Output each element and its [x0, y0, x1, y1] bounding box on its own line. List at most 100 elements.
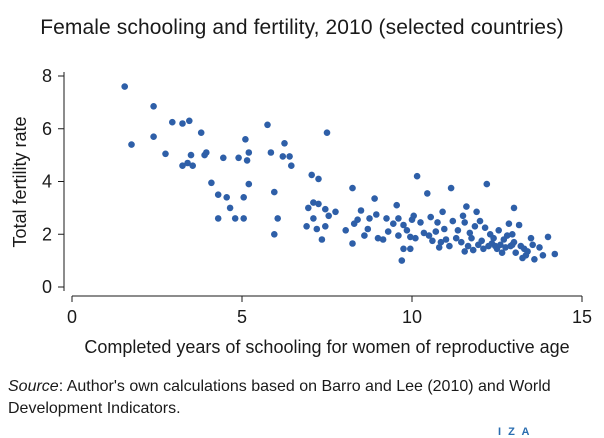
- data-point: [286, 153, 293, 160]
- data-point: [383, 215, 390, 222]
- data-point: [510, 204, 518, 212]
- data-point: [478, 237, 486, 245]
- data-point: [371, 195, 378, 202]
- data-point: [150, 103, 157, 110]
- data-point: [434, 219, 441, 226]
- x-tick-label: 10: [402, 307, 422, 327]
- data-point: [393, 201, 401, 209]
- source-text: : Author's own calculations based on Bar…: [8, 378, 551, 417]
- data-point: [121, 83, 128, 90]
- data-point: [437, 238, 445, 246]
- x-tick-label: 0: [67, 307, 77, 327]
- data-point: [435, 244, 443, 251]
- data-point: [439, 208, 446, 216]
- data-point: [242, 136, 249, 143]
- data-point: [128, 141, 135, 148]
- data-point: [226, 204, 234, 212]
- data-point: [544, 233, 552, 241]
- x-axis-label: Completed years of schooling for women o…: [84, 337, 569, 357]
- data-point: [461, 219, 469, 226]
- data-point: [446, 242, 453, 250]
- data-point: [220, 154, 227, 162]
- data-point: [390, 220, 397, 227]
- data-point: [243, 157, 251, 164]
- data-point: [524, 248, 531, 255]
- data-point: [267, 149, 275, 156]
- data-point: [400, 221, 407, 229]
- data-point: [231, 215, 239, 222]
- y-tick-label: 0: [42, 277, 52, 297]
- data-point: [187, 151, 195, 159]
- data-point: [349, 184, 356, 192]
- data-point: [169, 118, 176, 126]
- data-point: [235, 154, 242, 162]
- data-point: [429, 237, 436, 245]
- data-point: [323, 129, 331, 136]
- data-point: [373, 211, 380, 218]
- data-point: [281, 140, 288, 147]
- data-point: [245, 149, 253, 156]
- data-point: [186, 117, 193, 125]
- y-axis-label: Total fertility rate: [10, 116, 30, 247]
- y-tick-label: 6: [42, 119, 52, 139]
- data-point: [407, 233, 414, 241]
- data-point: [310, 215, 317, 222]
- data-point: [271, 188, 278, 196]
- data-point: [308, 171, 316, 179]
- data-point: [531, 255, 538, 263]
- source-label: Source: [8, 378, 59, 395]
- data-point: [551, 250, 559, 258]
- data-point: [519, 254, 526, 262]
- data-point: [468, 234, 475, 242]
- data-point: [310, 199, 317, 206]
- data-point: [305, 204, 312, 212]
- x-tick-label: 15: [572, 307, 592, 327]
- data-point: [223, 194, 230, 201]
- data-point: [503, 232, 511, 239]
- data-point: [424, 190, 431, 197]
- data-point: [510, 238, 518, 246]
- data-point: [502, 244, 509, 251]
- data-point: [189, 162, 196, 169]
- data-point: [425, 232, 433, 239]
- data-point: [357, 207, 365, 214]
- data-point: [203, 149, 210, 156]
- data-point: [449, 217, 457, 225]
- scatter-chart: 0 2 4 6 8 0 5 10 15 Completed years of schooling…: [10, 66, 592, 357]
- data-point: [395, 232, 402, 239]
- data-point: [473, 208, 480, 216]
- data-point: [527, 234, 535, 242]
- data-point: [315, 175, 322, 183]
- source-note: Source: Author's own calculations based …: [8, 376, 598, 420]
- data-point: [476, 217, 484, 225]
- data-point: [509, 231, 516, 238]
- data-point: [245, 180, 253, 188]
- data-point: [466, 229, 474, 237]
- data-point: [539, 252, 547, 259]
- data-point: [459, 212, 467, 220]
- y-tick-label: 8: [42, 66, 52, 86]
- chart-title: Female schooling and fertility, 2010 (se…: [40, 16, 564, 39]
- data-point: [398, 257, 406, 264]
- data-point: [442, 236, 450, 243]
- x-tick-label: 5: [237, 307, 247, 327]
- data-point: [322, 205, 329, 213]
- data-point: [471, 223, 479, 230]
- data-point: [403, 227, 411, 234]
- data-point: [447, 184, 455, 192]
- data-point: [480, 245, 487, 253]
- data-point: [150, 133, 157, 140]
- data-point: [515, 221, 523, 229]
- data-point: [197, 129, 205, 136]
- data-point: [364, 225, 372, 233]
- data-point: [361, 232, 368, 239]
- data-point: [463, 203, 470, 210]
- data-point: [483, 180, 491, 188]
- data-point: [325, 212, 333, 220]
- data-points: [121, 83, 559, 264]
- data-point: [279, 153, 287, 160]
- data-point: [536, 244, 543, 251]
- data-point: [497, 241, 504, 249]
- data-point: [420, 229, 428, 237]
- data-point: [417, 219, 424, 226]
